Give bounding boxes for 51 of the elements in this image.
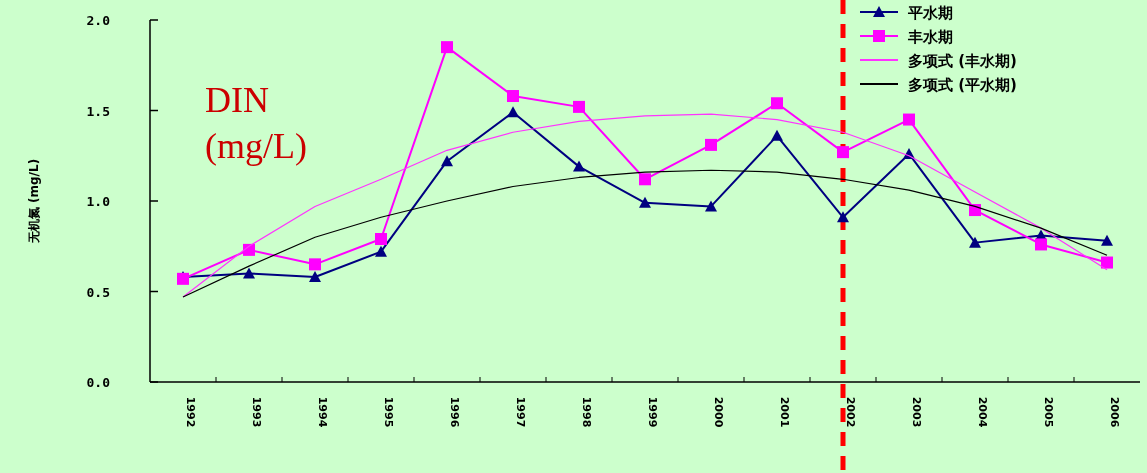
x-tick-label: 1998 xyxy=(580,396,593,428)
point xyxy=(705,200,717,212)
x-tick-label: 2003 xyxy=(910,396,923,428)
x-tick-label: 1994 xyxy=(316,396,329,428)
point xyxy=(441,155,453,167)
y-tick-label: 0.5 xyxy=(86,284,110,300)
x-tick-label: 1992 xyxy=(184,396,197,428)
y-tick-label: 2.0 xyxy=(86,13,111,28)
point xyxy=(375,233,387,246)
x-tick-label: 1996 xyxy=(448,396,461,428)
point xyxy=(573,100,585,113)
x-tick-label: 1997 xyxy=(514,396,527,428)
point xyxy=(309,258,321,271)
point xyxy=(639,196,651,208)
point xyxy=(573,160,585,172)
y-tick-label: 1.5 xyxy=(86,103,110,119)
point xyxy=(507,106,519,118)
point xyxy=(771,97,783,110)
x-tick-label: 1993 xyxy=(250,396,263,428)
legend-label: 多项式 (丰水期) xyxy=(908,52,1017,70)
legend-label: 多项式 (平水期) xyxy=(908,76,1017,94)
point xyxy=(243,243,255,256)
point xyxy=(705,138,717,151)
point xyxy=(771,129,783,141)
y-tick-label: 1.0 xyxy=(86,194,111,209)
x-tick-label: 1995 xyxy=(382,396,395,428)
point xyxy=(903,113,915,126)
point xyxy=(243,267,255,279)
x-tick-label: 2005 xyxy=(1042,396,1055,428)
x-tick-label: 2000 xyxy=(712,396,725,428)
legend-label: 丰水期 xyxy=(907,28,953,46)
point xyxy=(441,41,453,54)
x-tick-label: 2001 xyxy=(778,396,791,428)
point xyxy=(837,211,849,223)
x-tick-label: 1999 xyxy=(646,396,659,428)
x-tick-label: 2006 xyxy=(1108,396,1121,428)
point xyxy=(1101,234,1113,246)
legend-label: 平水期 xyxy=(907,4,953,22)
point xyxy=(375,245,387,257)
x-tick-label: 2004 xyxy=(976,396,989,428)
y-tick-label: 0.0 xyxy=(86,375,111,390)
point xyxy=(1101,256,1113,269)
point xyxy=(507,90,519,103)
y-axis-title: 无机氮 (mg/L) xyxy=(27,158,41,245)
point xyxy=(1035,238,1047,251)
x-tick-label: 2002 xyxy=(844,396,857,428)
point xyxy=(969,236,981,248)
annotation: DIN (mg/L) xyxy=(205,80,307,166)
point xyxy=(837,146,849,159)
point xyxy=(639,173,651,186)
point xyxy=(309,271,321,283)
